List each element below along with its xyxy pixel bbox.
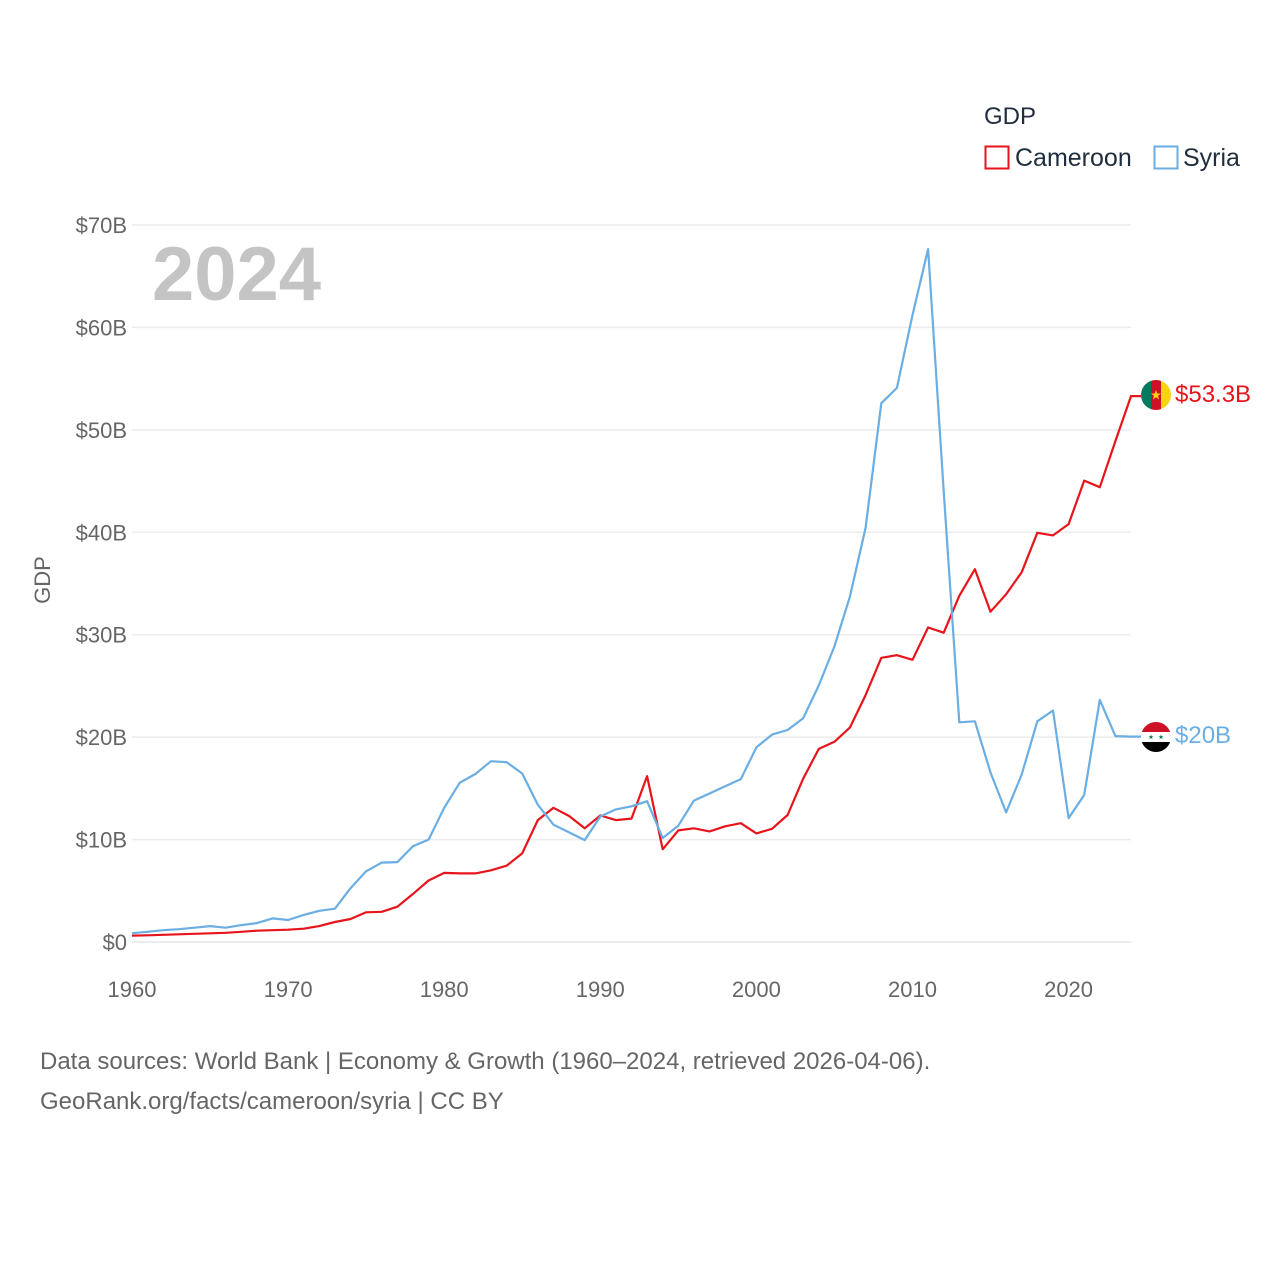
series-lines bbox=[131, 248, 1141, 937]
source-line-2: GeoRank.org/facts/cameroon/syria | CC BY bbox=[40, 1088, 504, 1115]
y-tick-label: $30B bbox=[76, 623, 127, 648]
y-tick-label: $20B bbox=[76, 725, 127, 750]
cameroon-flag-icon bbox=[1141, 380, 1171, 410]
y-tick-label: $10B bbox=[76, 828, 127, 853]
x-tick-label: 2000 bbox=[732, 977, 781, 1002]
legend-swatch-cameroon bbox=[984, 145, 1010, 170]
grid-lines bbox=[132, 224, 1131, 943]
syria-flag-icon bbox=[1141, 722, 1171, 752]
year-label: 2024 bbox=[152, 232, 321, 317]
y-tick-label: $40B bbox=[76, 520, 127, 545]
legend-title: GDP bbox=[984, 103, 1036, 130]
cameroon-end-label: $53.3B bbox=[1175, 381, 1251, 408]
x-tick-label: 1980 bbox=[420, 977, 469, 1002]
source-note: Data sources: World Bank | Economy & Gro… bbox=[40, 1042, 1240, 1122]
x-tick-label: 1960 bbox=[108, 977, 157, 1002]
x-tick-label: 1990 bbox=[576, 977, 625, 1002]
y-axis-title: GDP bbox=[30, 556, 55, 604]
x-tick-label: 2020 bbox=[1044, 977, 1093, 1002]
y-tick-label: $60B bbox=[76, 315, 127, 340]
y-tick-label: $0 bbox=[103, 930, 127, 955]
legend-label-syria: Syria bbox=[1183, 144, 1240, 172]
syria-end-label: $20B bbox=[1175, 722, 1231, 749]
x-tick-label: 1970 bbox=[264, 977, 313, 1002]
y-axis-ticks: $0 $10B $20B $30B $40B $50B $60B $70B bbox=[76, 213, 127, 955]
legend-label-cameroon: Cameroon bbox=[1015, 144, 1132, 172]
x-tick-label: 2010 bbox=[888, 977, 937, 1002]
y-tick-label: $50B bbox=[76, 418, 127, 443]
syria-line bbox=[131, 248, 1141, 935]
cameroon-line bbox=[131, 395, 1141, 937]
y-tick-label: $70B bbox=[76, 213, 127, 238]
source-line-1: Data sources: World Bank | Economy & Gro… bbox=[40, 1048, 931, 1075]
legend: GDP Cameroon Syria bbox=[984, 103, 1240, 172]
legend-swatch-syria bbox=[1153, 145, 1179, 170]
x-axis-ticks: 1960 1970 1980 1990 2000 2010 2020 bbox=[108, 977, 1094, 1002]
